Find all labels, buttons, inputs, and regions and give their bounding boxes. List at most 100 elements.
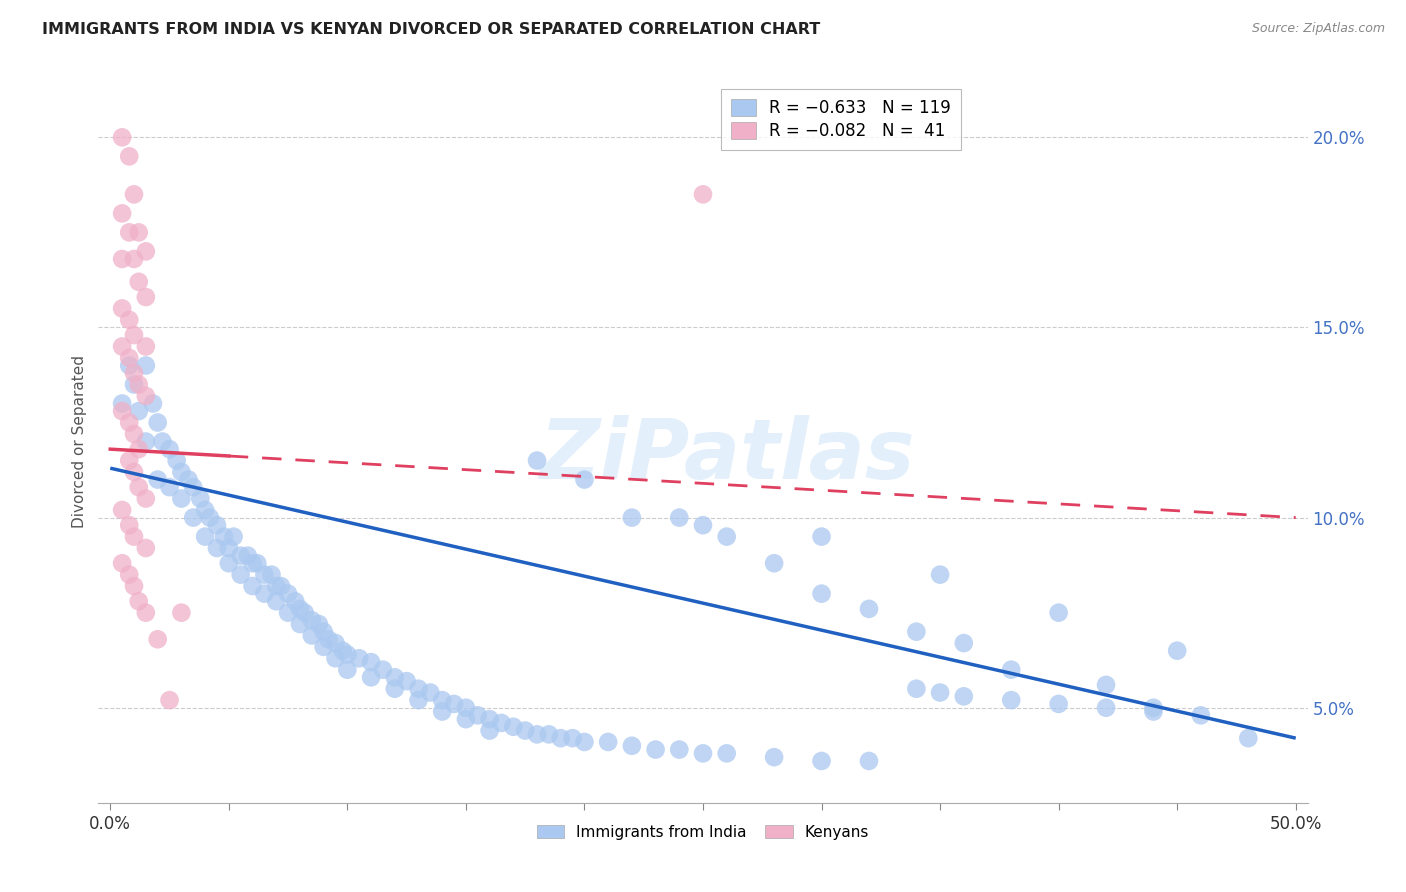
Point: [111, 396, 134, 410]
Point: [260, 567, 283, 582]
Point: [1189, 708, 1212, 723]
Point: [229, 549, 252, 563]
Point: [716, 747, 738, 761]
Point: [242, 579, 264, 593]
Point: [128, 404, 150, 418]
Point: [146, 416, 169, 430]
Point: [177, 473, 200, 487]
Point: [218, 541, 240, 555]
Point: [810, 587, 832, 601]
Point: [360, 655, 382, 669]
Point: [574, 735, 596, 749]
Point: [122, 187, 145, 202]
Point: [325, 636, 347, 650]
Point: [170, 491, 193, 506]
Point: [253, 567, 276, 582]
Point: [668, 510, 690, 524]
Point: [194, 530, 217, 544]
Point: [205, 518, 228, 533]
Point: [858, 602, 880, 616]
Point: [181, 510, 204, 524]
Point: [222, 530, 245, 544]
Point: [264, 579, 287, 593]
Point: [312, 640, 335, 654]
Point: [212, 530, 235, 544]
Point: [264, 594, 287, 608]
Point: [550, 731, 572, 746]
Point: [952, 636, 974, 650]
Point: [128, 377, 150, 392]
Point: [478, 723, 501, 738]
Point: [128, 442, 150, 457]
Point: [336, 663, 359, 677]
Point: [135, 244, 157, 259]
Point: [491, 715, 513, 730]
Point: [170, 465, 193, 479]
Point: [142, 396, 165, 410]
Point: [170, 606, 193, 620]
Point: [1166, 643, 1188, 657]
Point: [526, 727, 548, 741]
Point: [301, 613, 323, 627]
Point: [159, 480, 181, 494]
Point: [312, 624, 335, 639]
Point: [395, 674, 418, 689]
Point: [1047, 697, 1070, 711]
Point: [716, 530, 738, 544]
Point: [111, 252, 134, 266]
Point: [432, 705, 454, 719]
Point: [135, 339, 157, 353]
Point: [454, 712, 477, 726]
Point: [1047, 606, 1070, 620]
Point: [122, 366, 145, 380]
Point: [1095, 678, 1118, 692]
Point: [111, 206, 134, 220]
Point: [111, 130, 134, 145]
Point: [122, 328, 145, 343]
Point: [858, 754, 880, 768]
Point: [118, 351, 141, 365]
Point: [118, 518, 141, 533]
Point: [301, 628, 323, 642]
Point: [205, 541, 228, 555]
Point: [288, 617, 311, 632]
Point: [118, 226, 141, 240]
Point: [763, 750, 786, 764]
Point: [561, 731, 583, 746]
Point: [122, 426, 145, 441]
Point: [118, 453, 141, 467]
Point: [502, 720, 524, 734]
Point: [810, 530, 832, 544]
Point: [198, 510, 221, 524]
Point: [347, 651, 370, 665]
Text: Source: ZipAtlas.com: Source: ZipAtlas.com: [1251, 22, 1385, 36]
Point: [478, 712, 501, 726]
Point: [118, 149, 141, 163]
Point: [135, 491, 157, 506]
Point: [294, 606, 316, 620]
Point: [146, 632, 169, 647]
Point: [166, 453, 188, 467]
Point: [467, 708, 489, 723]
Point: [644, 742, 666, 756]
Point: [537, 727, 560, 741]
Text: ZiPatlas: ZiPatlas: [540, 416, 915, 497]
Point: [270, 579, 292, 593]
Point: [128, 275, 150, 289]
Point: [218, 556, 240, 570]
Point: [181, 480, 204, 494]
Point: [242, 556, 264, 570]
Point: [229, 567, 252, 582]
Point: [929, 685, 952, 699]
Point: [128, 226, 150, 240]
Point: [194, 503, 217, 517]
Point: [763, 556, 786, 570]
Point: [118, 313, 141, 327]
Point: [111, 339, 134, 353]
Point: [515, 723, 537, 738]
Point: [111, 556, 134, 570]
Point: [135, 359, 157, 373]
Point: [574, 473, 596, 487]
Point: [122, 252, 145, 266]
Point: [526, 453, 548, 467]
